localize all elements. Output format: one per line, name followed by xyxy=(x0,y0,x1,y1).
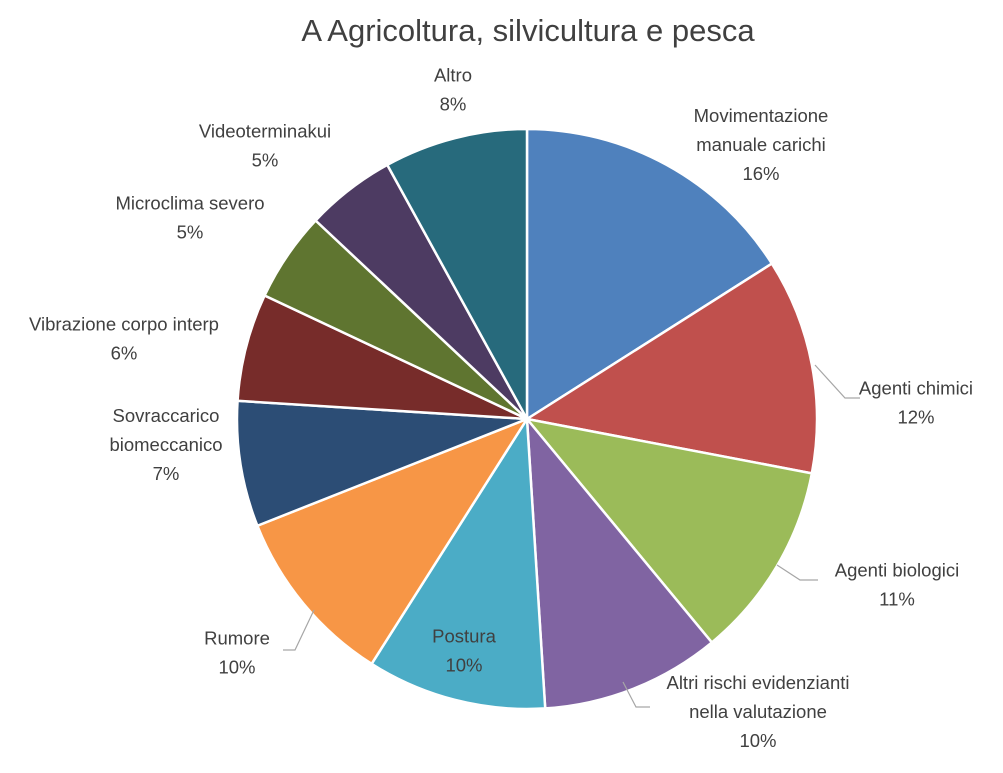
data-label-rumore: Rumore 10% xyxy=(204,628,270,678)
slice-name: Vibrazione corpo interp xyxy=(29,314,219,335)
slice-agenti-biologici xyxy=(523,417,814,645)
slice-name: Videoterminakui xyxy=(199,121,331,142)
slice-percent: 10% xyxy=(445,655,482,676)
slice-percent: 10% xyxy=(739,730,776,751)
slice-altro xyxy=(385,127,529,420)
leader-line-altri-rischi-evidenzianti-nella-valutazione xyxy=(622,681,650,708)
leader-line-agenti-chimici xyxy=(814,364,860,399)
slice-percent: 11% xyxy=(879,589,915,610)
slice-percent: 5% xyxy=(252,150,279,171)
slice-percent: 7% xyxy=(153,463,180,484)
data-label-agenti-chimici: Agenti chimici 12% xyxy=(859,378,973,428)
leader-line-rumore xyxy=(283,609,315,651)
slice-name: Rumore xyxy=(204,628,270,649)
pie-slices xyxy=(235,127,819,711)
slice-postura xyxy=(369,415,547,711)
slice-percent: 5% xyxy=(177,222,204,243)
data-label-sovraccarico-biomeccanico: Sovraccarico biomeccanico 7% xyxy=(109,405,222,484)
data-label-microclima-severo: Microclima severo 5% xyxy=(115,193,264,243)
slice-percent: 12% xyxy=(897,407,934,428)
slice-percent: 16% xyxy=(742,163,779,184)
data-label-altri-rischi-evidenzianti-nella-valutazione: Altri rischi evidenzianti nella valutazio… xyxy=(666,672,849,751)
slice-rumore xyxy=(255,416,531,666)
slice-name: Altri rischi evidenzianti xyxy=(666,672,849,693)
slice-sovraccarico-biomeccanico xyxy=(235,399,528,528)
slice-percent: 10% xyxy=(218,657,255,678)
slice-name: biomeccanico xyxy=(109,434,222,455)
slice-name: Agenti chimici xyxy=(859,378,973,399)
data-label-movimentazione-manuale-carichi: Movimentazione manuale carichi 16% xyxy=(694,105,829,184)
chart-title: A Agricoltura, silvicultura e pesca xyxy=(301,13,755,48)
slice-altri-rischi-evidenzianti-nella-valutazione xyxy=(525,415,714,710)
data-label-altro: Altro 8% xyxy=(434,65,472,115)
slice-name: Movimentazione xyxy=(694,105,829,126)
slice-name: Microclima severo xyxy=(115,193,264,214)
slice-name: nella valutazione xyxy=(689,701,827,722)
slice-name: Postura xyxy=(432,626,496,647)
slice-name: Agenti biologici xyxy=(835,560,959,581)
slice-labels: Movimentazione manuale carichi 16% Agenti c… xyxy=(29,65,973,752)
slice-movimentazione-manuale-carichi xyxy=(525,127,774,422)
leader-line-agenti-biologici xyxy=(776,564,818,581)
slice-percent: 8% xyxy=(440,94,467,115)
slice-name: Altro xyxy=(434,65,472,86)
slice-percent: 6% xyxy=(111,343,138,364)
data-label-agenti-biologici: Agenti biologici 11% xyxy=(835,560,959,610)
slice-name: manuale carichi xyxy=(696,134,826,155)
slice-agenti-chimici xyxy=(523,261,819,475)
slice-name: Sovraccarico xyxy=(113,405,220,426)
data-label-videoterminakui: Videoterminakui 5% xyxy=(199,121,331,171)
leader-lines xyxy=(283,364,860,708)
data-label-postura: Postura 10% xyxy=(432,626,496,676)
data-label-vibrazione-corpo-interp: Vibrazione corpo interp 6% xyxy=(29,314,219,364)
